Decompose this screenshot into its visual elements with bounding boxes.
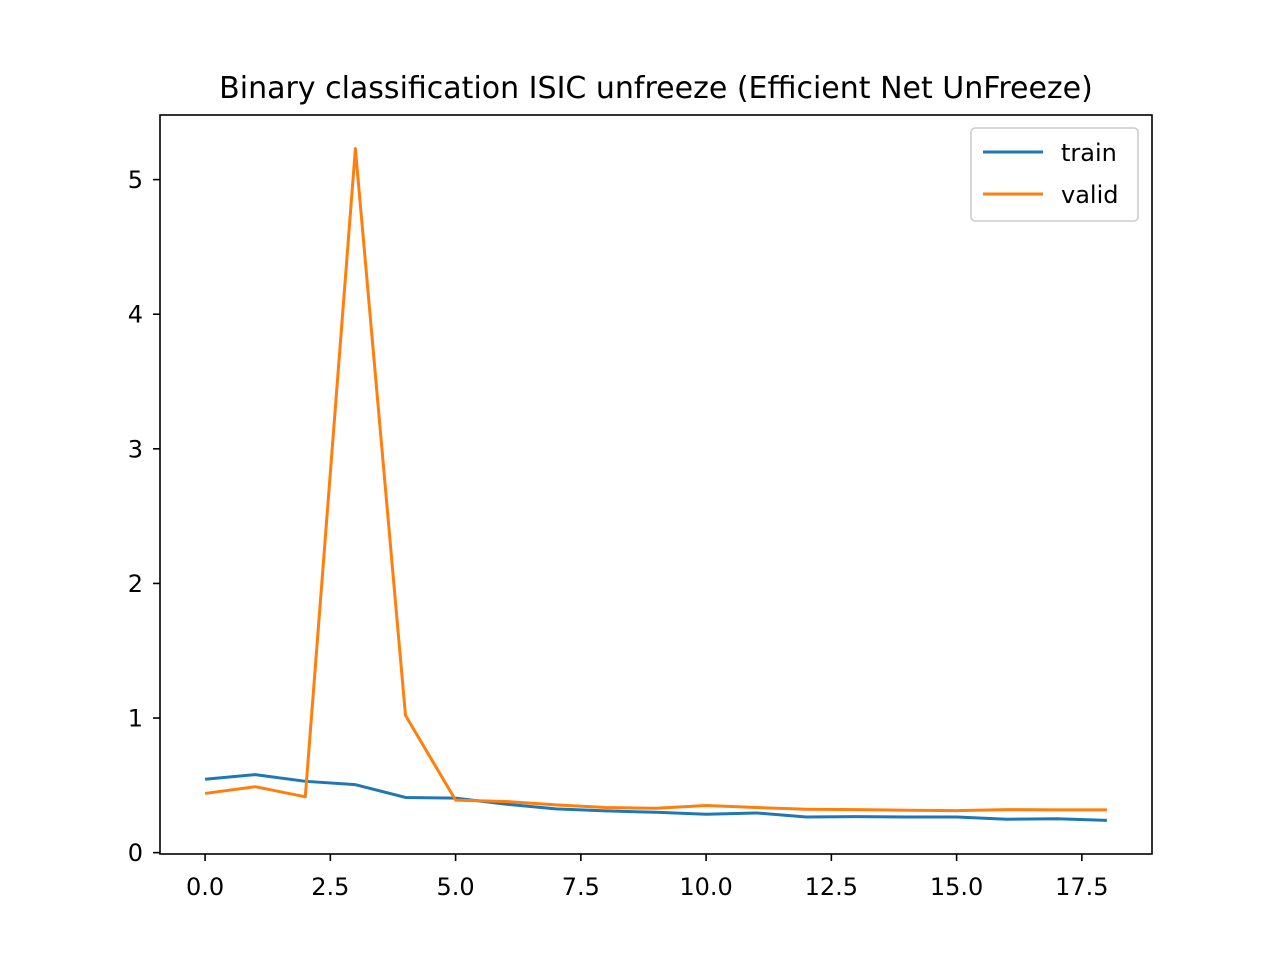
legend-label-train: train <box>1061 139 1117 167</box>
x-tick-label: 12.5 <box>805 873 858 901</box>
x-tick-label: 15.0 <box>930 873 983 901</box>
y-axis: 0 1 2 3 4 5 <box>128 166 160 867</box>
x-tick-label: 0.0 <box>186 873 224 901</box>
axes-frame <box>159 114 1153 855</box>
legend: train valid <box>970 127 1139 222</box>
x-tick-label: 17.5 <box>1055 873 1108 901</box>
y-tick-label: 0 <box>128 839 143 867</box>
y-tick-label: 2 <box>128 570 143 598</box>
series-line-train <box>204 773 1107 822</box>
legend-label-valid: valid <box>1061 181 1118 209</box>
x-axis: 0.0 2.5 5.0 7.5 10.0 12.5 15.0 17.5 <box>186 854 1109 901</box>
y-tick-label: 4 <box>128 301 143 329</box>
y-tick-label: 5 <box>128 166 143 194</box>
x-tick-label: 10.0 <box>679 873 732 901</box>
plot-area <box>204 147 1107 822</box>
x-tick-label: 2.5 <box>311 873 349 901</box>
series-line-valid <box>204 147 1107 813</box>
y-tick-label: 3 <box>128 435 143 463</box>
x-tick-label: 5.0 <box>437 873 475 901</box>
chart-title: Binary classification ISIC unfreeze (Eff… <box>219 71 1093 106</box>
x-tick-label: 7.5 <box>562 873 600 901</box>
y-tick-label: 1 <box>128 705 143 733</box>
